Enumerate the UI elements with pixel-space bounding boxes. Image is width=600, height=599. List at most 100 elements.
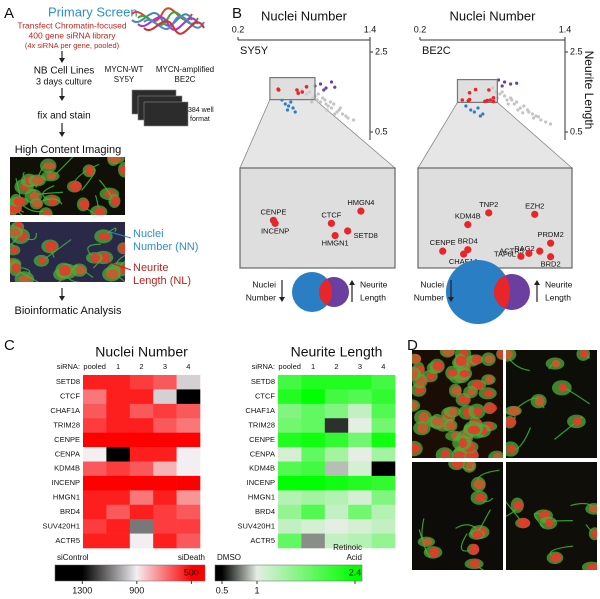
point <box>324 86 328 90</box>
heatmap-cell <box>301 432 326 448</box>
nucleus <box>78 199 90 210</box>
heatmap-cell <box>153 461 177 477</box>
heatmap-cell <box>278 389 302 405</box>
nucleus <box>469 559 481 569</box>
nucleus <box>58 265 71 276</box>
heatmap-title: Neurite Length <box>291 344 383 360</box>
nucleus <box>75 265 86 275</box>
cell-line: MYCN-amplified <box>156 65 214 74</box>
arrow-head <box>349 280 355 285</box>
nucleus <box>105 269 119 280</box>
column-header: 2 <box>139 362 143 371</box>
nucleus <box>506 417 517 427</box>
y-tick-label: 2.5 <box>375 46 388 56</box>
heatmap-title: Nuclei Number <box>95 344 188 360</box>
heatmap-cell <box>348 375 372 390</box>
step-label: fix and stain <box>37 111 90 122</box>
heatmap-cell <box>301 533 326 549</box>
nucleus <box>19 274 32 282</box>
row-label: SUV420H1 <box>237 521 275 530</box>
venn-label: Number <box>414 292 444 302</box>
colorbar-label: Retinoic <box>333 543 362 552</box>
nucleus <box>38 257 47 265</box>
micrograph <box>10 157 125 215</box>
column-header: pooled <box>278 362 301 371</box>
heatmap-cell <box>301 490 326 506</box>
point <box>344 114 348 118</box>
heatmap-cell <box>83 519 107 534</box>
heatmap-cell <box>301 375 326 390</box>
nucleus <box>417 422 429 434</box>
panel-title: Primary Screen <box>48 4 138 19</box>
nucleus <box>446 421 457 430</box>
plate-icon <box>143 101 189 127</box>
hit-point-zoom <box>531 210 539 218</box>
gene-label: BRD4 <box>458 237 478 246</box>
x-tick-label: 0.2 <box>414 24 427 34</box>
point <box>522 104 526 108</box>
colorbar-tick-label: 900 <box>129 585 144 595</box>
heatmap-cell <box>176 389 201 405</box>
heatmap-cell <box>83 533 107 549</box>
dna-icon <box>131 12 193 27</box>
nucleus <box>453 451 465 458</box>
heatmap-cell <box>106 490 131 506</box>
point <box>346 116 350 120</box>
axis-label: Nuclei Number <box>261 8 348 23</box>
plate-label: format <box>190 116 210 123</box>
nucleus <box>107 157 121 164</box>
heatmap-cell <box>348 461 372 477</box>
heatmap-cell <box>153 519 177 534</box>
heatmap-cell <box>301 447 326 462</box>
row-label: CTCF <box>60 392 80 401</box>
heatmap-cell <box>324 490 349 506</box>
heatmap-cell <box>129 389 154 405</box>
point <box>329 80 334 84</box>
heatmap-cell <box>324 533 349 549</box>
hit-point-zoom <box>357 207 365 215</box>
pointer <box>107 261 132 271</box>
point <box>531 116 536 120</box>
point <box>469 108 473 112</box>
hit-point-zoom <box>439 247 447 255</box>
heatmap-cell <box>278 461 302 477</box>
heatmap-cell <box>278 432 302 448</box>
hit-point <box>295 88 299 92</box>
heatmap-cell <box>153 490 177 506</box>
heatmap-cell <box>278 533 302 549</box>
heatmap-cell <box>153 418 177 433</box>
point <box>515 81 519 85</box>
nucleus <box>493 452 503 458</box>
arrow-head <box>59 296 65 301</box>
row-label: KDM4B <box>249 464 275 473</box>
arrow-head <box>59 96 65 101</box>
point <box>326 104 330 108</box>
nucleus <box>558 383 567 392</box>
nucleus <box>431 417 445 427</box>
row-label: ACTR5 <box>250 536 275 545</box>
heatmap-cell <box>348 432 372 448</box>
heatmap-cell <box>324 461 349 477</box>
point <box>310 100 314 104</box>
point <box>515 100 519 104</box>
column-header: 1 <box>116 362 120 371</box>
nucleus <box>580 350 589 359</box>
heatmap-cell <box>83 403 107 419</box>
heatmap-cell <box>301 475 326 491</box>
nucleus <box>551 359 561 368</box>
heatmap-cell <box>153 475 177 491</box>
colorbar-label: Acid <box>346 553 362 562</box>
arrow-head <box>279 297 285 302</box>
gene-label: HMGN1 <box>322 239 349 248</box>
nucleus <box>442 350 455 357</box>
panel-letter: D <box>407 337 418 354</box>
heatmap-cell <box>324 389 349 405</box>
arrow-head <box>534 280 540 285</box>
hit-point-zoom <box>547 239 555 247</box>
nucleus <box>545 518 554 528</box>
heatmap-cell <box>176 432 201 448</box>
row-label: BRD4 <box>60 507 80 516</box>
micrograph <box>506 462 597 570</box>
heatmap-cell <box>278 447 302 462</box>
heatmap-cell <box>278 403 302 419</box>
